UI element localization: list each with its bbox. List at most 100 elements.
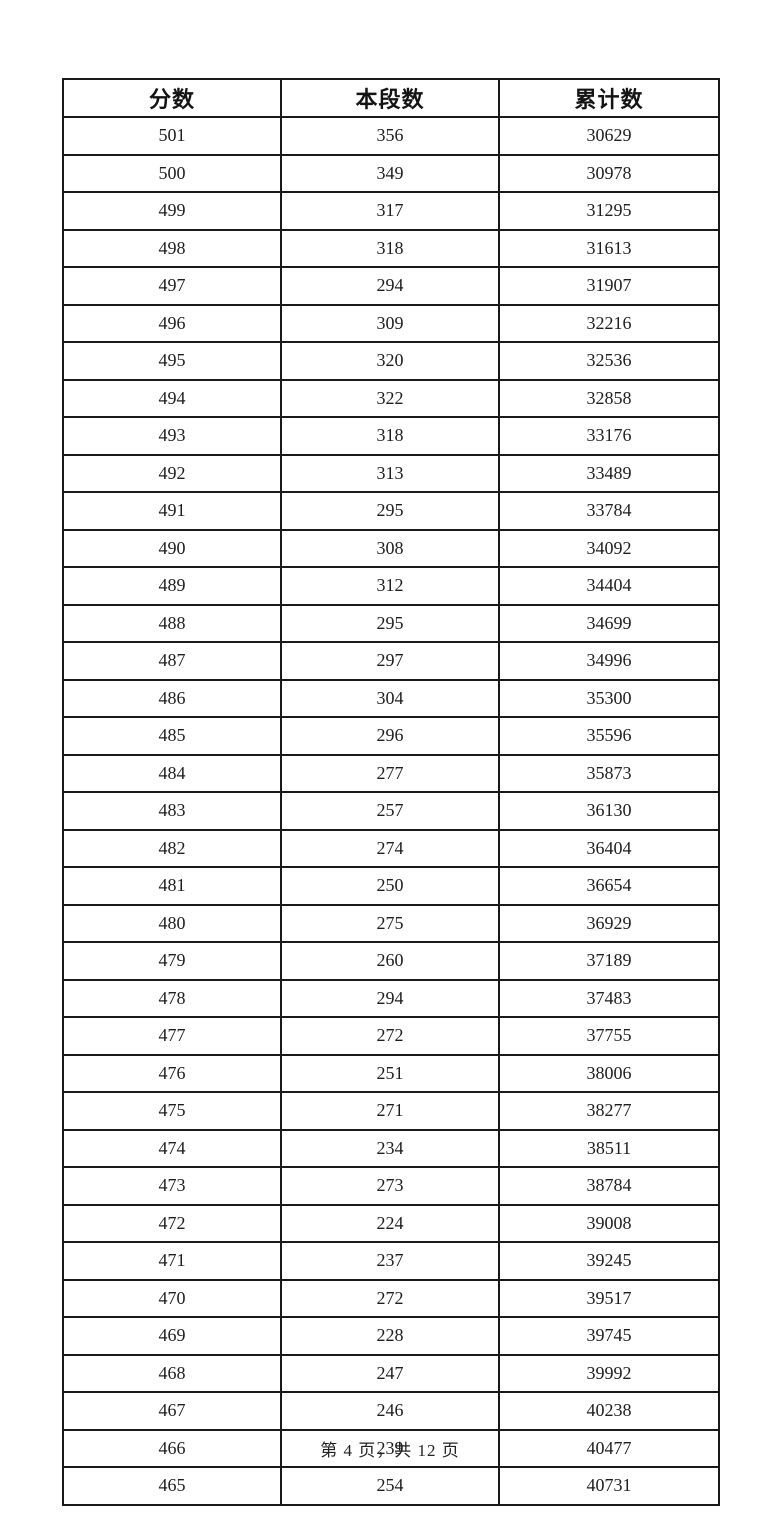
- column-header-segment-count: 本段数: [280, 78, 500, 118]
- table-row: 477 272 37755: [62, 1016, 720, 1056]
- column-header-cumulative-count: 累计数: [498, 78, 720, 118]
- segment-count-cell: 224: [280, 1203, 500, 1243]
- segment-count-cell: 277: [280, 753, 500, 793]
- table-row: 468 247 39992: [62, 1353, 720, 1393]
- table-row: 481 250 36654: [62, 866, 720, 906]
- table-row: 496 309 32216: [62, 303, 720, 343]
- segment-count-cell: 251: [280, 1053, 500, 1093]
- table-row: 465 254 40731: [62, 1466, 720, 1506]
- cumulative-count-cell: 40238: [498, 1391, 720, 1431]
- table-row: 488 295 34699: [62, 603, 720, 643]
- segment-count-cell: 295: [280, 491, 500, 531]
- score-cell: 471: [62, 1241, 282, 1281]
- segment-count-cell: 296: [280, 716, 500, 756]
- segment-count-cell: 254: [280, 1466, 500, 1506]
- cumulative-count-cell: 31295: [498, 191, 720, 231]
- cumulative-count-cell: 33176: [498, 416, 720, 456]
- score-cell: 493: [62, 416, 282, 456]
- table-row: 490 308 34092: [62, 528, 720, 568]
- score-cell: 487: [62, 641, 282, 681]
- cumulative-count-cell: 33784: [498, 491, 720, 531]
- table-row: 471 237 39245: [62, 1241, 720, 1281]
- segment-count-cell: 318: [280, 416, 500, 456]
- segment-count-cell: 246: [280, 1391, 500, 1431]
- cumulative-count-cell: 31613: [498, 228, 720, 268]
- score-cell: 469: [62, 1316, 282, 1356]
- table-row: 474 234 38511: [62, 1128, 720, 1168]
- segment-count-cell: 312: [280, 566, 500, 606]
- score-cell: 472: [62, 1203, 282, 1243]
- score-cell: 497: [62, 266, 282, 306]
- segment-count-cell: 239: [280, 1428, 500, 1468]
- cumulative-count-cell: 38784: [498, 1166, 720, 1206]
- score-cell: 482: [62, 828, 282, 868]
- table-row: 483 257 36130: [62, 791, 720, 831]
- score-cell: 495: [62, 341, 282, 381]
- segment-count-cell: 295: [280, 603, 500, 643]
- segment-count-cell: 349: [280, 153, 500, 193]
- cumulative-count-cell: 34092: [498, 528, 720, 568]
- cumulative-count-cell: 32536: [498, 341, 720, 381]
- score-cell: 474: [62, 1128, 282, 1168]
- score-cell: 498: [62, 228, 282, 268]
- cumulative-count-cell: 35873: [498, 753, 720, 793]
- score-cell: 465: [62, 1466, 282, 1506]
- table-row: 500 349 30978: [62, 153, 720, 193]
- score-cell: 500: [62, 153, 282, 193]
- table-body: 501 356 30629 500 349 30978 499 317 31295 498 318 3…: [62, 116, 720, 1506]
- score-cell: 494: [62, 378, 282, 418]
- cumulative-count-cell: 34996: [498, 641, 720, 681]
- segment-count-cell: 356: [280, 116, 500, 156]
- score-cell: 467: [62, 1391, 282, 1431]
- cumulative-count-cell: 38277: [498, 1091, 720, 1131]
- segment-count-cell: 274: [280, 828, 500, 868]
- cumulative-count-cell: 40731: [498, 1466, 720, 1506]
- score-cell: 489: [62, 566, 282, 606]
- score-cell: 491: [62, 491, 282, 531]
- table-row: 473 273 38784: [62, 1166, 720, 1206]
- cumulative-count-cell: 37483: [498, 978, 720, 1018]
- cumulative-count-cell: 38511: [498, 1128, 720, 1168]
- score-cell: 468: [62, 1353, 282, 1393]
- segment-count-cell: 260: [280, 941, 500, 981]
- score-cell: 496: [62, 303, 282, 343]
- segment-count-cell: 318: [280, 228, 500, 268]
- header-row: 分数 本段数 累计数: [62, 78, 720, 118]
- table-row: 469 228 39745: [62, 1316, 720, 1356]
- cumulative-count-cell: 35596: [498, 716, 720, 756]
- segment-count-cell: 228: [280, 1316, 500, 1356]
- cumulative-count-cell: 36929: [498, 903, 720, 943]
- score-cell: 499: [62, 191, 282, 231]
- cumulative-count-cell: 33489: [498, 453, 720, 493]
- segment-count-cell: 309: [280, 303, 500, 343]
- cumulative-count-cell: 32216: [498, 303, 720, 343]
- segment-count-cell: 250: [280, 866, 500, 906]
- score-cell: 466: [62, 1428, 282, 1468]
- cumulative-count-cell: 36654: [498, 866, 720, 906]
- cumulative-count-cell: 34699: [498, 603, 720, 643]
- score-cell: 486: [62, 678, 282, 718]
- segment-count-cell: 297: [280, 641, 500, 681]
- cumulative-count-cell: 36130: [498, 791, 720, 831]
- cumulative-count-cell: 39745: [498, 1316, 720, 1356]
- table-row: 475 271 38277: [62, 1091, 720, 1131]
- table-row: 466 239 40477: [62, 1428, 720, 1468]
- score-cell: 501: [62, 116, 282, 156]
- segment-count-cell: 247: [280, 1353, 500, 1393]
- cumulative-count-cell: 30978: [498, 153, 720, 193]
- cumulative-count-cell: 39245: [498, 1241, 720, 1281]
- cumulative-count-cell: 31907: [498, 266, 720, 306]
- cumulative-count-cell: 39517: [498, 1278, 720, 1318]
- score-cell: 479: [62, 941, 282, 981]
- segment-count-cell: 294: [280, 266, 500, 306]
- score-cell: 481: [62, 866, 282, 906]
- table-row: 486 304 35300: [62, 678, 720, 718]
- cumulative-count-cell: 37189: [498, 941, 720, 981]
- table-row: 479 260 37189: [62, 941, 720, 981]
- cumulative-count-cell: 39008: [498, 1203, 720, 1243]
- segment-count-cell: 237: [280, 1241, 500, 1281]
- table-row: 485 296 35596: [62, 716, 720, 756]
- table-row: 484 277 35873: [62, 753, 720, 793]
- segment-count-cell: 273: [280, 1166, 500, 1206]
